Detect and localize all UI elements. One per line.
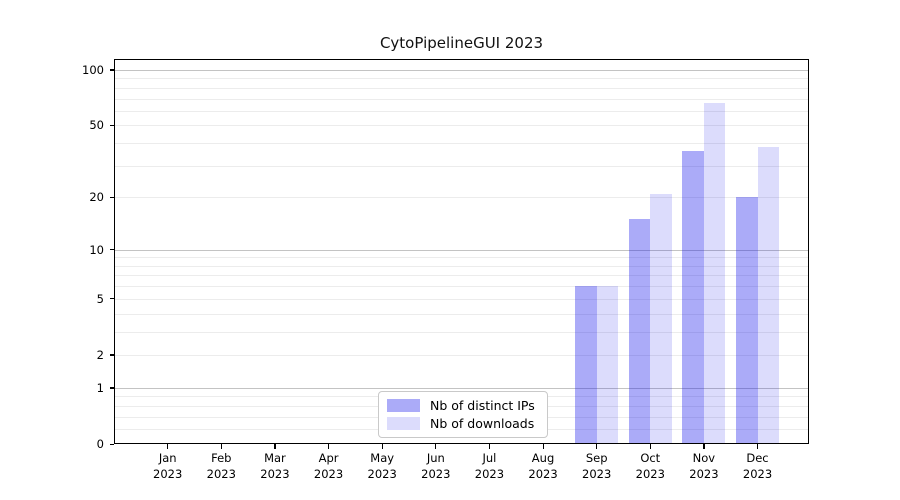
gridline-minor: [115, 313, 808, 315]
gridline-minor: [115, 110, 808, 112]
y-tick-label: 1: [96, 380, 104, 395]
gridline-minor: [115, 286, 808, 288]
downloads-swatch-icon: [387, 417, 420, 430]
x-tick-label: Jul 2023: [474, 451, 505, 481]
x-tick-mark: [381, 444, 383, 449]
y-tick-mark: [109, 196, 114, 198]
chart-legend: Nb of distinct IPs Nb of downloads: [378, 391, 548, 438]
legend-label-distinct-ips: Nb of distinct IPs: [430, 397, 535, 413]
x-tick-label: Jun 2023: [421, 451, 451, 481]
x-tick-label: Dec 2023: [742, 451, 773, 481]
x-tick-mark: [596, 444, 598, 449]
gridline-minor: [115, 257, 808, 259]
y-tick-mark: [109, 249, 114, 251]
chart-title: CytoPipelineGUI 2023: [379, 34, 544, 52]
y-tick-label: 2: [96, 347, 104, 362]
gridline-minor: [115, 265, 808, 267]
gridline-minor: [115, 275, 808, 277]
x-tick-label: Feb 2023: [206, 451, 236, 481]
x-tick-mark: [757, 444, 759, 449]
y-tick-label: 50: [89, 118, 104, 133]
y-tick-label: 100: [82, 62, 104, 77]
gridline-minor: [115, 165, 808, 167]
y-tick-label: 0: [96, 437, 104, 451]
y-tick-mark: [109, 69, 114, 71]
bar-downloads: [650, 193, 672, 443]
bar-distinct-ips: [736, 197, 758, 443]
gridline-major: [115, 69, 808, 71]
distinct-ips-swatch-icon: [387, 399, 420, 412]
x-tick-mark: [274, 444, 276, 449]
y-tick-mark: [109, 124, 114, 127]
gridline-major: [115, 249, 808, 251]
gridline-minor: [115, 298, 808, 300]
gridline-major: [115, 387, 808, 389]
x-tick-label: Apr 2023: [313, 451, 344, 481]
legend-row-downloads: Nb of downloads: [387, 415, 539, 431]
gridline-minor: [115, 78, 808, 80]
gridline-minor: [115, 98, 808, 100]
y-tick-label: 20: [89, 190, 104, 205]
y-tick-mark: [109, 354, 114, 356]
bar-distinct-ips: [628, 219, 651, 443]
y-tick-mark: [109, 298, 114, 300]
legend-row-distinct-ips: Nb of distinct IPs: [387, 397, 539, 413]
y-tick-label: 5: [96, 291, 104, 306]
bar-distinct-ips: [682, 151, 704, 443]
x-tick-label: Oct 2023: [635, 451, 665, 481]
gridline-minor: [115, 354, 808, 356]
x-tick-mark: [649, 444, 651, 449]
x-tick-mark: [167, 444, 169, 449]
x-tick-mark: [488, 444, 491, 449]
gridline-minor: [115, 331, 808, 333]
y-tick-label: 10: [89, 242, 104, 257]
bar-downloads: [757, 147, 780, 443]
gridline-minor: [115, 143, 808, 145]
bar-downloads: [703, 103, 726, 443]
bar-downloads: [596, 286, 619, 443]
x-tick-label: Nov 2023: [689, 451, 719, 481]
gridline-minor: [115, 197, 808, 199]
x-tick-mark: [542, 444, 544, 449]
x-tick-mark: [703, 444, 705, 449]
x-tick-label: Aug 2023: [528, 451, 558, 481]
x-tick-mark: [435, 444, 437, 449]
x-tick-label: Jan 2023: [153, 451, 183, 481]
x-tick-label: Mar 2023: [260, 451, 290, 481]
x-tick-mark: [220, 444, 222, 449]
gridline-minor: [115, 87, 808, 89]
gridline-minor: [115, 125, 808, 127]
plot-area: [114, 59, 809, 444]
y-tick-mark: [109, 387, 114, 389]
x-tick-label: Sep 2023: [582, 451, 612, 481]
y-tick-mark: [109, 443, 114, 445]
legend-label-downloads: Nb of downloads: [430, 415, 535, 431]
x-tick-label: May 2023: [367, 451, 397, 481]
bar-distinct-ips: [575, 286, 597, 443]
x-tick-mark: [328, 444, 330, 449]
